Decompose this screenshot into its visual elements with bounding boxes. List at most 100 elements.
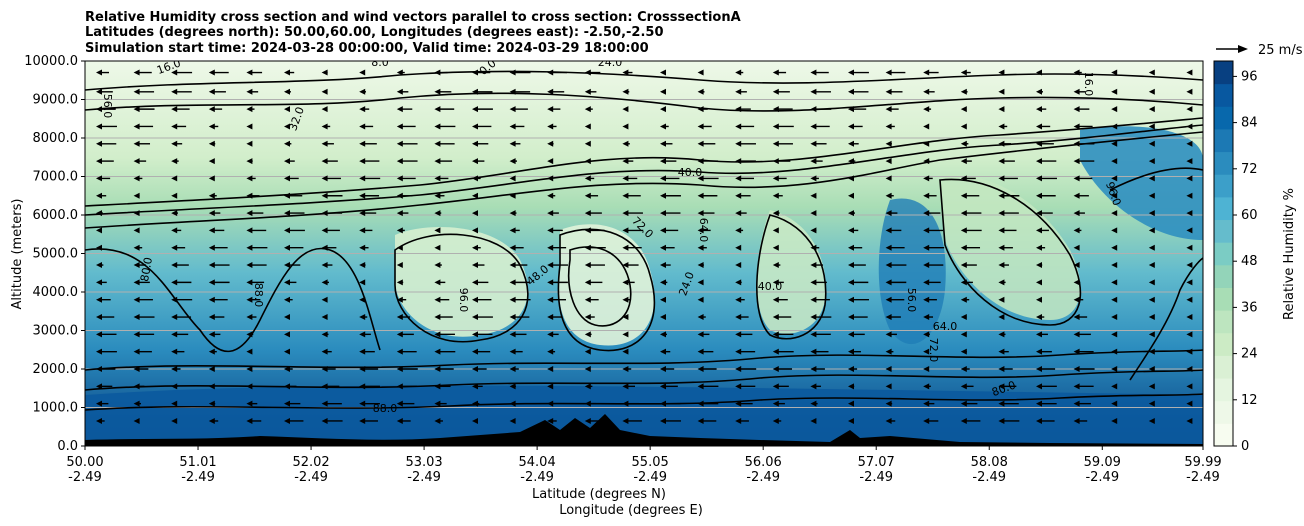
wind-arrowhead	[960, 366, 967, 372]
wind-arrowhead	[133, 417, 140, 424]
wind-arrowhead	[321, 244, 328, 251]
wind-arrowhead	[735, 106, 742, 113]
x-tick-label-lat: 57.07	[858, 455, 895, 470]
wind-arrowhead	[434, 175, 441, 182]
wind-arrowhead	[1186, 244, 1193, 251]
wind-arrowhead	[472, 123, 478, 130]
wind-arrowhead	[359, 123, 366, 130]
colorbar-segment	[1214, 128, 1233, 153]
wind-arrowhead	[584, 106, 591, 113]
colorbar-segment	[1214, 355, 1233, 379]
wind-arrowhead	[133, 348, 140, 355]
wind-arrowhead	[622, 331, 629, 338]
chart-title-line-1: Relative Humidity cross section and wind…	[85, 10, 741, 25]
wind-arrowhead	[735, 210, 742, 217]
x-tick-label-lon: -2.49	[68, 470, 102, 485]
contour-line	[567, 246, 632, 327]
wind-arrowhead	[208, 140, 215, 147]
x-tick-label-lat: 56.06	[745, 455, 782, 470]
colorbar-segment	[1214, 378, 1233, 402]
wind-arrowhead	[1148, 331, 1155, 338]
wind-arrowhead	[810, 69, 817, 76]
wind-arrowhead	[810, 262, 817, 269]
wind-arrowhead	[960, 69, 967, 76]
wind-arrowhead	[660, 331, 666, 338]
wind-arrowhead	[998, 244, 1005, 251]
colorbar-tick-label: 36	[1241, 300, 1258, 315]
wind-arrowhead	[133, 331, 140, 338]
wind-arrowhead	[735, 158, 742, 165]
wind-arrowhead	[284, 106, 290, 113]
x-tick-label-lon: -2.49	[1186, 470, 1220, 485]
wind-arrowhead	[1073, 227, 1080, 234]
wind-arrowhead	[735, 227, 742, 234]
wind-arrowhead	[998, 140, 1005, 147]
wind-arrowhead	[359, 140, 366, 147]
wind-arrowhead	[998, 106, 1005, 113]
wind-arrowhead	[923, 175, 930, 182]
wind-arrowhead	[321, 383, 328, 390]
wind-arrowhead	[509, 175, 516, 182]
wind-arrowhead	[96, 106, 102, 113]
wind-arrowhead	[697, 140, 704, 147]
wind-arrowhead	[735, 69, 742, 76]
wind-arrowhead	[885, 400, 892, 407]
wind-arrowhead	[1186, 400, 1193, 407]
wind-arrowhead	[885, 244, 892, 251]
wind-arrowhead	[208, 417, 215, 424]
wind-arrowhead	[133, 227, 140, 234]
contour-line	[85, 247, 381, 353]
wind-arrowhead	[1148, 348, 1155, 355]
wind-arrowhead	[998, 158, 1005, 165]
wind-arrowhead	[434, 366, 441, 372]
colorbar-segment	[1214, 332, 1233, 356]
x-tick-label-lon: -2.49	[294, 470, 328, 485]
wind-arrowhead	[584, 227, 591, 234]
wind-arrowhead	[509, 192, 516, 199]
wind-arrowhead	[246, 140, 253, 147]
wind-arrowhead	[472, 262, 478, 269]
x-tick-label-lat: 51.01	[179, 455, 216, 470]
wind-arrowhead	[1148, 296, 1155, 303]
wind-arrowhead	[772, 244, 779, 251]
wind-arrowhead	[1186, 210, 1193, 217]
wind-arrowhead	[96, 158, 102, 165]
wind-arrowhead	[998, 262, 1005, 269]
wind-arrowhead	[509, 158, 516, 165]
wind-arrowhead	[622, 417, 629, 424]
wind-arrowhead	[396, 140, 403, 147]
wind-arrowhead	[321, 400, 328, 407]
wind-arrowhead	[998, 279, 1005, 286]
wind-arrowhead	[998, 417, 1005, 424]
y-tick-label: 6000.0	[33, 208, 79, 223]
wind-arrowhead	[622, 106, 629, 113]
wind-arrowhead	[1036, 417, 1042, 424]
x-tick-label-lon: -2.49	[746, 470, 780, 485]
wind-arrowhead	[246, 158, 253, 165]
wind-arrowhead	[396, 383, 403, 390]
colorbar-segment	[1214, 106, 1233, 130]
wind-arrowhead	[509, 140, 516, 147]
wind-arrowhead	[584, 210, 591, 217]
colorbar-tick-label: 60	[1241, 208, 1258, 223]
wind-arrowhead	[246, 123, 253, 130]
contour-label: 40.0	[758, 280, 783, 293]
contour-label: 40.0	[678, 166, 703, 179]
wind-arrowhead	[547, 400, 554, 407]
wind-arrowhead	[547, 331, 554, 338]
wind-arrowhead	[472, 210, 478, 217]
contour-line	[394, 233, 529, 343]
wind-arrowhead	[660, 69, 666, 76]
contour-label: 80.0	[138, 256, 155, 282]
wind-arrowhead	[1148, 244, 1155, 251]
x-tick-label-lon: -2.49	[633, 470, 667, 485]
wind-arrowhead	[923, 123, 930, 130]
wind-arrowhead	[960, 192, 967, 199]
wind-arrowhead	[133, 366, 140, 372]
wind-arrowhead	[923, 348, 930, 355]
wind-arrowhead	[923, 383, 930, 390]
wind-arrowhead	[772, 296, 779, 303]
wind-arrowhead	[171, 227, 178, 234]
wind-arrowhead	[1111, 244, 1118, 251]
